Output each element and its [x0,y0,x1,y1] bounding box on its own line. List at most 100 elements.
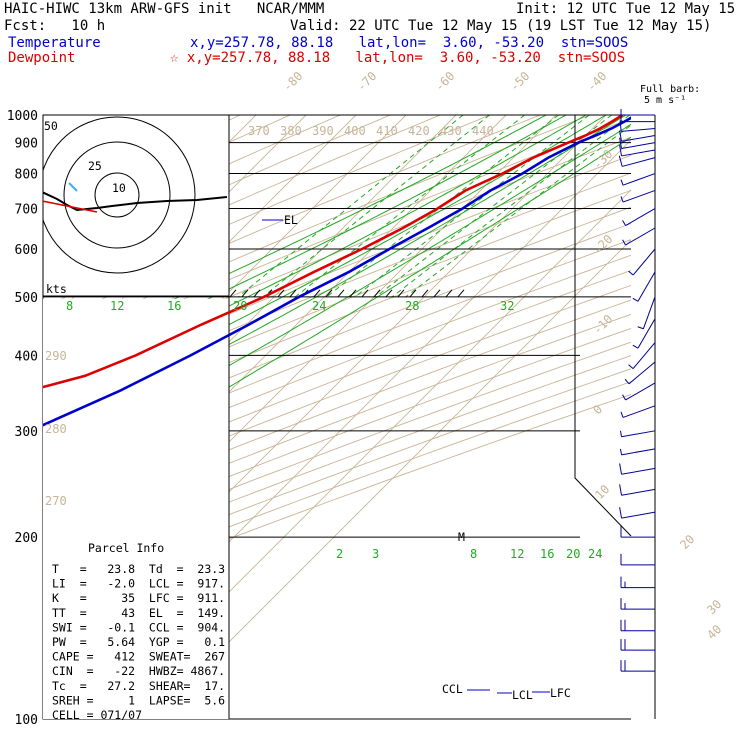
parcel-info-row: PW = 5.64 YGP = 0.1 [52,635,225,649]
wind-barb-flag [619,145,623,157]
hodo-ring-50 [43,116,196,274]
legend-dewpoint: Dewpoint [8,50,76,66]
isotherm-label--50: -50 [507,69,532,94]
wind-barb-flag [632,344,639,349]
barb-legend-line1: Full barb: [640,84,701,95]
hatch-mark [241,289,249,298]
plot-frame-right [574,115,632,537]
parcel-info-row: T = 23.8 Td = 23.3 [52,562,225,576]
mixing-ratio-label-16: 16 [540,547,554,561]
wind-barb-flag [619,430,623,437]
dry-adiabat-line [43,393,631,612]
hatch-mark [289,289,297,298]
parcel-info-row: Tc = 27.2 SHEAR= 17. [52,679,225,693]
theta-label-430: 430 [440,124,462,138]
isotherm-label-40: 40 [704,622,724,642]
pressure-label-300: 300 [15,425,38,440]
freezing-marker: M [458,530,465,544]
wind-barb-staff [637,271,656,302]
hodo-ring-25 [63,141,171,249]
mixing-ratio-label-8: 8 [470,547,477,561]
wind-barb-staff [642,296,656,329]
theta-label-370: 370 [248,124,270,138]
wind-barb-staff [621,142,656,150]
temperature-profile [43,116,631,427]
hatch-mark [277,289,285,298]
wind-barb-flag [619,507,623,519]
pressure-label-600: 600 [15,243,38,258]
dry-adiabat-line [43,206,631,441]
isotherm-label--30: -30 [590,147,615,172]
wind-barb-staff [632,342,656,369]
theta-left-label-290: 290 [45,349,67,363]
mixing-ratio-line [391,115,630,298]
wind-barb-staff [637,318,656,349]
dry-adiabat-line [43,341,631,564]
wind-barb-flag [619,448,623,455]
wind-barb-flag [618,155,623,167]
wind-barb-flag [622,394,626,401]
wind-barb-flag [619,137,623,149]
wind-barb-flag [620,411,624,418]
theta-label-390: 390 [312,124,334,138]
mixing-ratio-label-3: 3 [372,547,379,561]
wind-barb-staff [621,467,656,475]
moist-adiabat-label-12: 12 [110,299,124,313]
legend-dewpoint-info: ☆ x,y=257.78, 88.18 lat,lon= 3.60, -53.2… [170,50,626,66]
hatch-mark [397,289,405,298]
hatch-mark [457,289,465,298]
wind-barb-staff [625,208,656,226]
header-valid: Valid: 22 UTC Tue 12 May 15 (19 LST Tue … [290,18,712,34]
isotherm-label-30: 30 [704,597,724,617]
parcel-info-row: TT = 43 EL = 149. [52,606,225,620]
isotherm-line [0,115,6,719]
mixing-ratio-label-24: 24 [588,547,602,561]
moist-adiabat-line [43,115,547,360]
wind-barb-staff [621,511,656,519]
hatch-mark [325,289,333,298]
isotherm-label--60: -60 [432,69,457,94]
dry-adiabat-line [43,115,592,344]
el-label: EL [284,213,298,227]
hatch-mark [361,289,369,298]
wind-barb-staff [621,448,656,456]
moist-adiabat-label-32: 32 [500,299,514,313]
wind-barb-staff [621,127,656,132]
wind-barb-flag [620,196,624,203]
parcel-info-row: LI = -2.0 LCL = 917. [52,577,225,591]
mixing-ratio-line [405,124,631,298]
theta-label-440: 440 [472,124,494,138]
wind-barb-staff [625,227,656,246]
wind-barb-flag [622,220,626,226]
moist-adiabat-label-28: 28 [405,299,419,313]
wind-barb-flag [632,297,639,302]
parcel-box-bg [43,298,229,719]
dry-adiabat-line [43,368,631,588]
wind-barb-staff [625,382,656,401]
ccl-label: CCL [442,682,463,696]
isotherm-label--40: -40 [584,69,609,94]
hodo-sfc-marker [68,182,78,192]
pressure-label-100: 100 [15,713,38,728]
wind-barb-staff [632,248,656,276]
wind-barb-flag [619,463,623,475]
wind-barb-flag [619,120,622,132]
isotherm-label--10: -10 [590,312,615,337]
wind-barb-staff [622,405,656,418]
dry-adiabat-line [43,172,631,410]
lcl-label: LCL [512,688,533,702]
mixing-ratio-line [354,115,590,298]
hatch-mark [385,289,393,298]
moist-adiabat-line [43,115,587,395]
hodo-units-kts: kts [46,282,67,296]
parcel-info-row: CAPE = 412 SWEAT= 267 [52,650,225,664]
barb-legend-line2: 5 m s⁻¹ [644,95,687,106]
dry-adiabat-line [43,381,631,600]
pressure-label-200: 200 [15,531,38,546]
dry-adiabat-line [43,355,631,576]
hatch-mark [337,289,345,298]
isotherm-label--70: -70 [354,69,379,94]
storm-motion-vector [43,200,98,213]
lfc-label: LFC [550,686,571,700]
